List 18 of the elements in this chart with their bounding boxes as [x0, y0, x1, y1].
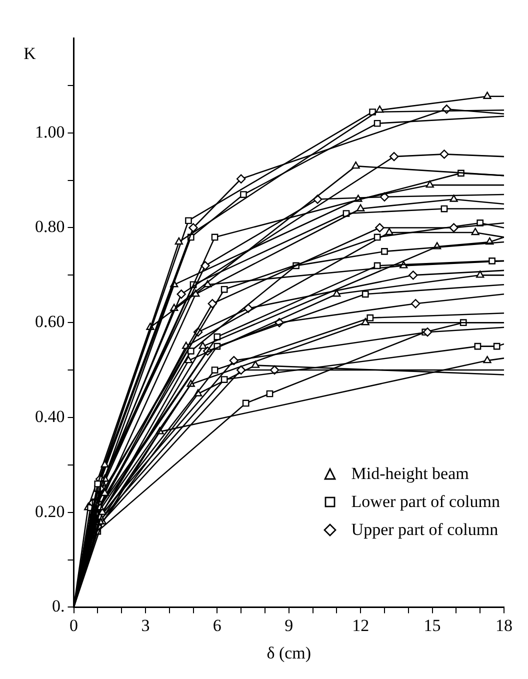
- y-tick-label: 0.20: [35, 502, 65, 521]
- y-axis-title: K: [24, 44, 37, 63]
- legend-label: Lower part of column: [351, 492, 500, 512]
- y-tick-label: 0.80: [35, 217, 65, 236]
- x-tick-label: 9: [284, 616, 294, 635]
- x-tick-label: 6: [212, 616, 222, 635]
- y-tick-label: 0.: [52, 596, 65, 616]
- legend-label: Upper part of column: [351, 520, 498, 540]
- x-tick-label: 12: [352, 616, 370, 635]
- x-tick-label: 18: [496, 616, 512, 635]
- x-tick-label: 15: [424, 616, 441, 635]
- y-tick-label: 0.40: [35, 406, 65, 426]
- x-axis-title: δ (cm): [266, 643, 312, 662]
- x-tick-label: 0: [70, 616, 78, 635]
- y-tick-label: 0.60: [35, 312, 65, 332]
- x-tick-label: 3: [141, 616, 150, 635]
- legend-label: Mid-height beam: [351, 464, 469, 484]
- y-tick-label: 1.00: [35, 122, 65, 142]
